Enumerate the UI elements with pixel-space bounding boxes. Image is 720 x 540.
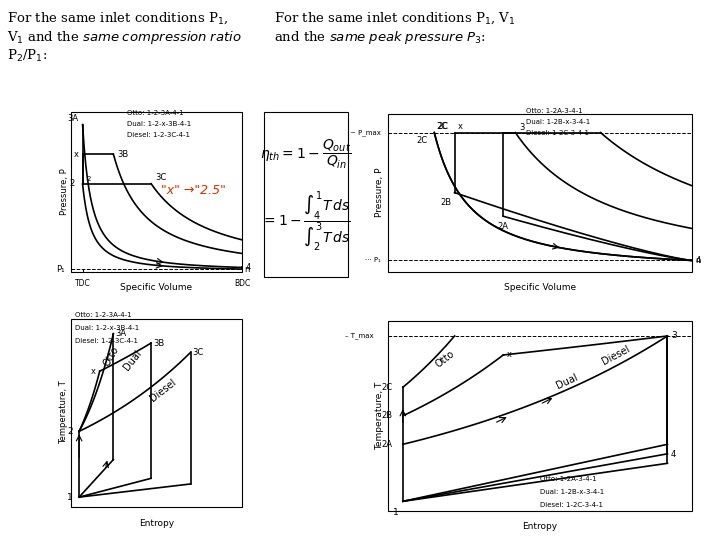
Text: 2C: 2C	[436, 122, 447, 131]
Text: 2B: 2B	[382, 411, 392, 420]
Text: Entropy: Entropy	[522, 522, 557, 531]
Text: Pressure, P: Pressure, P	[60, 168, 68, 215]
Text: "x" →"2.5": "x" →"2.5"	[161, 184, 226, 197]
Text: Diesel: Diesel	[148, 377, 178, 403]
Text: 2A: 2A	[382, 440, 392, 449]
Text: Otto: Otto	[433, 348, 456, 369]
Text: Temperature, T: Temperature, T	[60, 381, 68, 444]
Text: 3B: 3B	[153, 339, 164, 348]
Text: Pressure, P: Pressure, P	[375, 168, 384, 217]
Text: x: x	[458, 122, 463, 131]
Text: TDC: TDC	[75, 279, 91, 288]
Text: 3A: 3A	[115, 329, 127, 338]
Text: 3C: 3C	[192, 348, 204, 357]
Text: Diesel: 1-2-3C-4-1: Diesel: 1-2-3C-4-1	[127, 132, 190, 138]
Text: ~ P_max: ~ P_max	[350, 129, 381, 136]
Text: Dual: Dual	[122, 348, 144, 372]
Text: – T_max: – T_max	[345, 333, 374, 339]
Text: 2B: 2B	[440, 198, 451, 207]
Text: 2C: 2C	[382, 383, 392, 392]
Text: Otto: 1-2A-3-4-1: Otto: 1-2A-3-4-1	[540, 476, 596, 482]
Text: 1: 1	[393, 508, 399, 517]
Text: 3C: 3C	[155, 173, 166, 182]
Text: $\eta_{th} = 1 - \dfrac{Q_{out}}{Q_{in}}$: $\eta_{th} = 1 - \dfrac{Q_{out}}{Q_{in}}…	[261, 138, 351, 171]
Text: For the same inlet conditions P$_1$, V$_1$
and the $\it{same\;peak\;pressure\;P_: For the same inlet conditions P$_1$, V$_…	[274, 11, 515, 46]
Text: 2A: 2A	[498, 222, 509, 231]
Text: Specific Volume: Specific Volume	[504, 282, 576, 292]
Text: 3: 3	[671, 332, 677, 340]
Text: Otto: Otto	[102, 345, 121, 368]
Text: Diesel: Diesel	[600, 343, 632, 367]
Text: 2C: 2C	[416, 136, 428, 145]
Text: For the same inlet conditions P$_1$,
V$_1$ and the $\it{same\;compression\;ratio: For the same inlet conditions P$_1$, V$_…	[7, 11, 242, 64]
Text: Temperature, T: Temperature, T	[375, 382, 384, 450]
Text: Dual: Dual	[555, 372, 580, 391]
Text: Diesel: 1-2C-3-4-1: Diesel: 1-2C-3-4-1	[540, 502, 603, 508]
Text: Diesel: 1-2C-3-4-1: Diesel: 1-2C-3-4-1	[526, 130, 589, 136]
Text: 4: 4	[696, 256, 701, 265]
Bar	[71, 112, 242, 272]
Text: Dual: 1-2B-x-3-4-1: Dual: 1-2B-x-3-4-1	[526, 119, 590, 125]
Text: Otto: 1-2-3A-4-1: Otto: 1-2-3A-4-1	[75, 312, 131, 318]
Text: Dual: 1-2B-x-3-4-1: Dual: 1-2B-x-3-4-1	[540, 489, 604, 495]
Text: P₁: P₁	[56, 265, 65, 274]
Bar	[387, 113, 692, 272]
Text: 2C: 2C	[438, 122, 449, 131]
Text: 2: 2	[69, 179, 74, 188]
Text: 2: 2	[68, 427, 73, 436]
Text: 3B: 3B	[117, 150, 129, 159]
Text: Entropy: Entropy	[139, 519, 174, 529]
Text: 2: 2	[86, 176, 91, 182]
Text: 1: 1	[68, 492, 73, 502]
Text: 3A: 3A	[68, 114, 78, 123]
Text: BDC: BDC	[234, 279, 250, 288]
Text: $= 1 - \dfrac{\int_4^1 T\,ds}{\int_2^3 T\,ds}$: $= 1 - \dfrac{\int_4^1 T\,ds}{\int_2^3 T…	[261, 190, 351, 254]
Text: ··· P₁: ··· P₁	[365, 258, 381, 264]
Bar	[71, 319, 242, 507]
Text: 3: 3	[519, 123, 524, 132]
Text: x: x	[73, 150, 78, 159]
Text: 4: 4	[671, 450, 676, 459]
Bar	[387, 321, 692, 511]
Text: Dual: 1-2-x-3B-4-1: Dual: 1-2-x-3B-4-1	[75, 325, 139, 331]
Text: x: x	[507, 350, 512, 360]
Text: x: x	[91, 367, 96, 376]
Text: Diesel: 1-2-3C-4-1: Diesel: 1-2-3C-4-1	[75, 338, 138, 344]
Text: Otto: 1-2-3A-4-1: Otto: 1-2-3A-4-1	[127, 110, 184, 116]
Text: n: n	[696, 256, 701, 265]
Text: Specific Volume: Specific Volume	[120, 282, 192, 292]
Text: 4: 4	[246, 263, 251, 272]
Text: n: n	[244, 265, 249, 274]
Text: Otto: 1-2A-3-4-1: Otto: 1-2A-3-4-1	[526, 108, 582, 114]
Text: Dual: 1-2-x-3B-4-1: Dual: 1-2-x-3B-4-1	[127, 121, 192, 127]
